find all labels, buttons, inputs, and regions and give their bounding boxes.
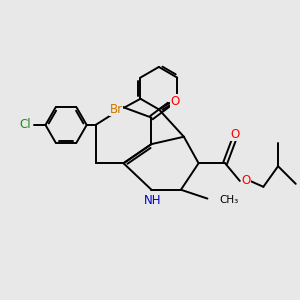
Text: O: O: [242, 174, 251, 188]
Text: NH: NH: [144, 194, 162, 207]
Text: O: O: [231, 128, 240, 141]
Text: O: O: [170, 95, 180, 108]
Text: CH₃: CH₃: [220, 195, 239, 205]
Text: Br: Br: [110, 103, 123, 116]
Text: Cl: Cl: [19, 118, 31, 131]
